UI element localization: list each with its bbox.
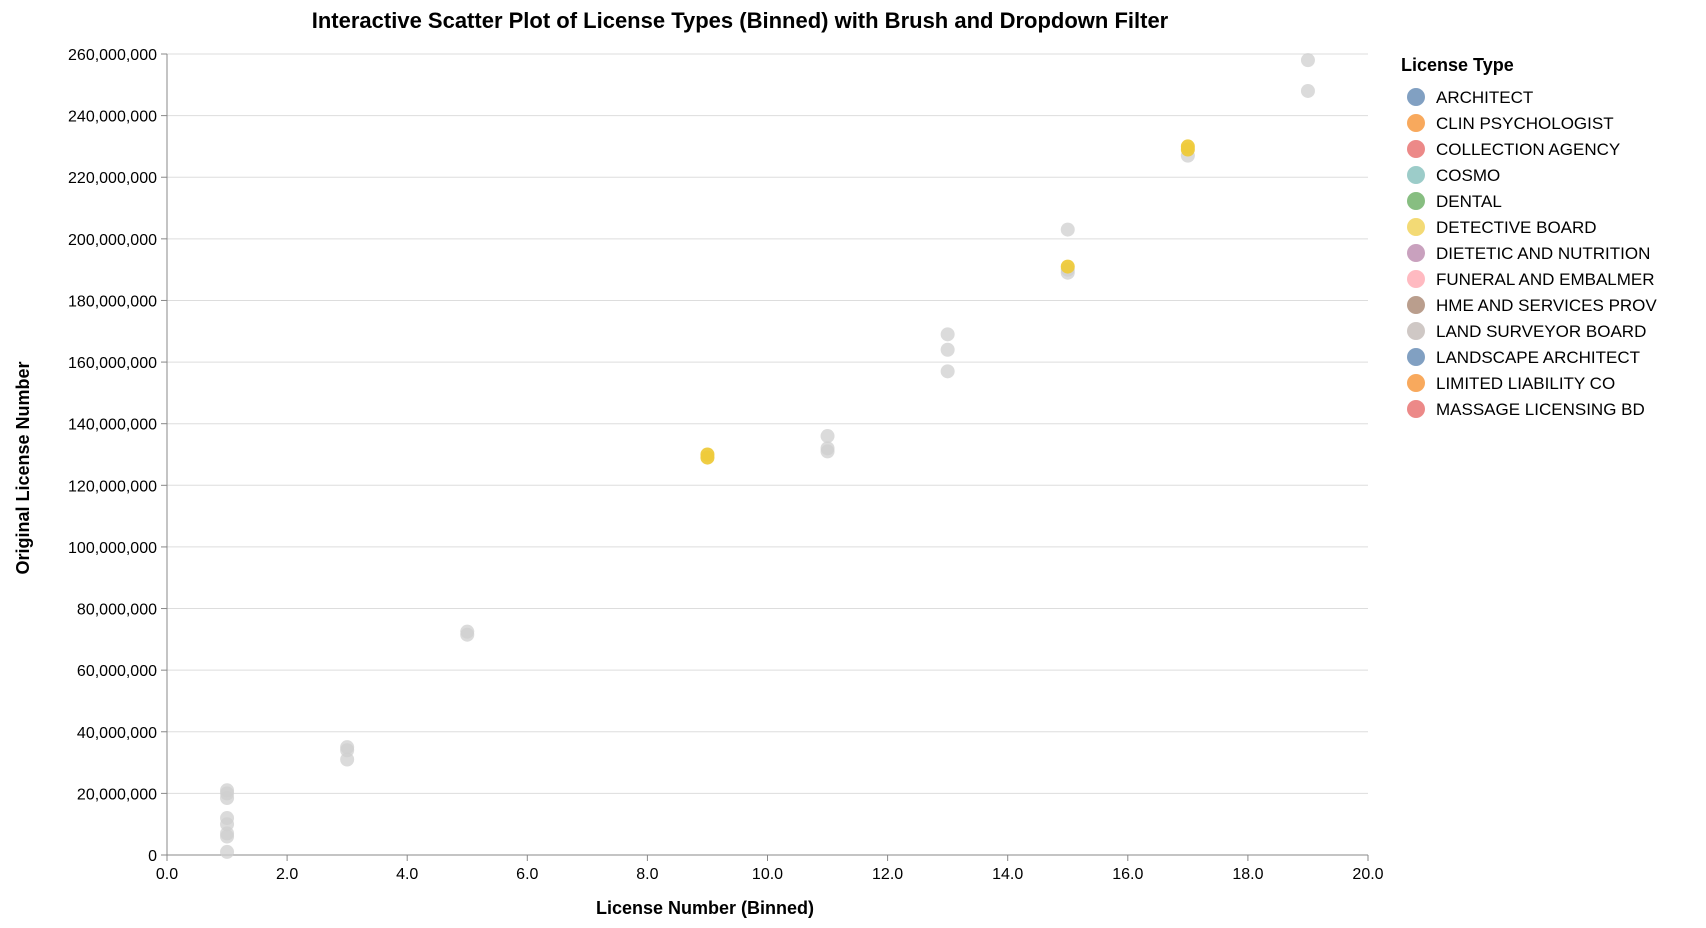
legend-title: License Type xyxy=(1401,55,1514,75)
legend-label[interactable]: HME AND SERVICES PROV xyxy=(1436,296,1657,315)
legend-symbol[interactable] xyxy=(1407,400,1425,418)
x-tick-label: 20.0 xyxy=(1352,866,1383,883)
legend-label[interactable]: DIETETIC AND NUTRITION xyxy=(1436,244,1650,263)
data-point[interactable] xyxy=(940,327,955,342)
legend-symbol[interactable] xyxy=(1407,88,1425,106)
legend-symbol[interactable] xyxy=(1407,374,1425,392)
legend-label[interactable]: MASSAGE LICENSING BD xyxy=(1436,400,1645,419)
legend-label[interactable]: COLLECTION AGENCY xyxy=(1436,140,1620,159)
legend-label[interactable]: DENTAL xyxy=(1436,192,1502,211)
x-tick-label: 10.0 xyxy=(752,866,783,883)
x-tick-label: 4.0 xyxy=(396,866,418,883)
legend-symbol[interactable] xyxy=(1407,192,1425,210)
y-tick-label: 120,000,000 xyxy=(68,478,157,495)
legend-symbol[interactable] xyxy=(1407,218,1425,236)
data-point[interactable] xyxy=(820,429,835,444)
legend-symbol[interactable] xyxy=(1407,322,1425,340)
legend-symbol[interactable] xyxy=(1407,296,1425,314)
x-axis-title: License Number (Binned) xyxy=(596,898,814,918)
data-point[interactable] xyxy=(1300,83,1315,98)
x-tick-label: 2.0 xyxy=(276,866,298,883)
data-point-selected[interactable] xyxy=(1180,139,1195,154)
points[interactable] xyxy=(220,53,1315,859)
legend-label[interactable]: DETECTIVE BOARD xyxy=(1436,218,1597,237)
data-point[interactable] xyxy=(940,364,955,379)
legend-label[interactable]: LANDSCAPE ARCHITECT xyxy=(1436,348,1640,367)
y-tick-label: 200,000,000 xyxy=(68,232,157,249)
legend-symbol[interactable] xyxy=(1407,166,1425,184)
legend-symbol[interactable] xyxy=(1407,348,1425,366)
legend-label[interactable]: LIMITED LIABILITY CO xyxy=(1436,374,1615,393)
x-tick-label: 6.0 xyxy=(516,866,538,883)
grid xyxy=(167,53,1368,856)
legend[interactable]: License Type ARCHITECT CLIN PSYCHOLOGIST C… xyxy=(1401,55,1657,419)
y-tick-label: 260,000,000 xyxy=(68,47,157,64)
legend-symbol[interactable] xyxy=(1407,114,1425,132)
data-point-selected[interactable] xyxy=(1060,259,1075,274)
y-tick-label: 180,000,000 xyxy=(68,293,157,310)
chart-title: Interactive Scatter Plot of License Type… xyxy=(312,8,1169,33)
data-point[interactable] xyxy=(820,441,835,456)
data-point-selected[interactable] xyxy=(700,447,715,462)
y-tick-label: 20,000,000 xyxy=(77,786,157,803)
legend-label[interactable]: FUNERAL AND EMBALMER xyxy=(1436,270,1655,289)
legend-label[interactable]: LAND SURVEYOR BOARD xyxy=(1436,322,1646,341)
y-axis-title: Original License Number xyxy=(13,361,33,574)
y-tick-label: 220,000,000 xyxy=(68,170,157,187)
legend-symbol[interactable] xyxy=(1407,140,1425,158)
data-point[interactable] xyxy=(1300,53,1315,68)
y-tick-label: 80,000,000 xyxy=(77,602,157,619)
x-tick-label: 8.0 xyxy=(636,866,658,883)
data-point[interactable] xyxy=(1060,222,1075,237)
legend-symbol[interactable] xyxy=(1407,270,1425,288)
y-tick-label: 100,000,000 xyxy=(68,540,157,557)
y-tick-label: 140,000,000 xyxy=(68,417,157,434)
data-point[interactable] xyxy=(220,811,235,826)
data-point[interactable] xyxy=(940,342,955,357)
x-tick-label: 0.0 xyxy=(156,866,178,883)
data-point[interactable] xyxy=(340,740,355,755)
x-tick-label: 18.0 xyxy=(1232,866,1263,883)
legend-label[interactable]: ARCHITECT xyxy=(1436,88,1533,107)
data-point[interactable] xyxy=(220,783,235,798)
y-tick-label: 40,000,000 xyxy=(77,725,157,742)
y-tick-label: 160,000,000 xyxy=(68,355,157,372)
y-tick-label: 60,000,000 xyxy=(77,663,157,680)
x-tick-label: 14.0 xyxy=(992,866,1023,883)
x-tick-label: 12.0 xyxy=(872,866,903,883)
legend-symbol[interactable] xyxy=(1407,244,1425,262)
y-tick-label: 0 xyxy=(148,848,157,865)
data-point[interactable] xyxy=(460,624,475,639)
y-tick-label: 240,000,000 xyxy=(68,109,157,126)
axes: 0 20,000,000 40,000,000 60,000,000 80,000,00… xyxy=(68,47,1384,883)
data-point[interactable] xyxy=(220,844,235,859)
x-tick-label: 16.0 xyxy=(1112,866,1143,883)
legend-label[interactable]: COSMO xyxy=(1436,166,1500,185)
legend-label[interactable]: CLIN PSYCHOLOGIST xyxy=(1436,114,1614,133)
